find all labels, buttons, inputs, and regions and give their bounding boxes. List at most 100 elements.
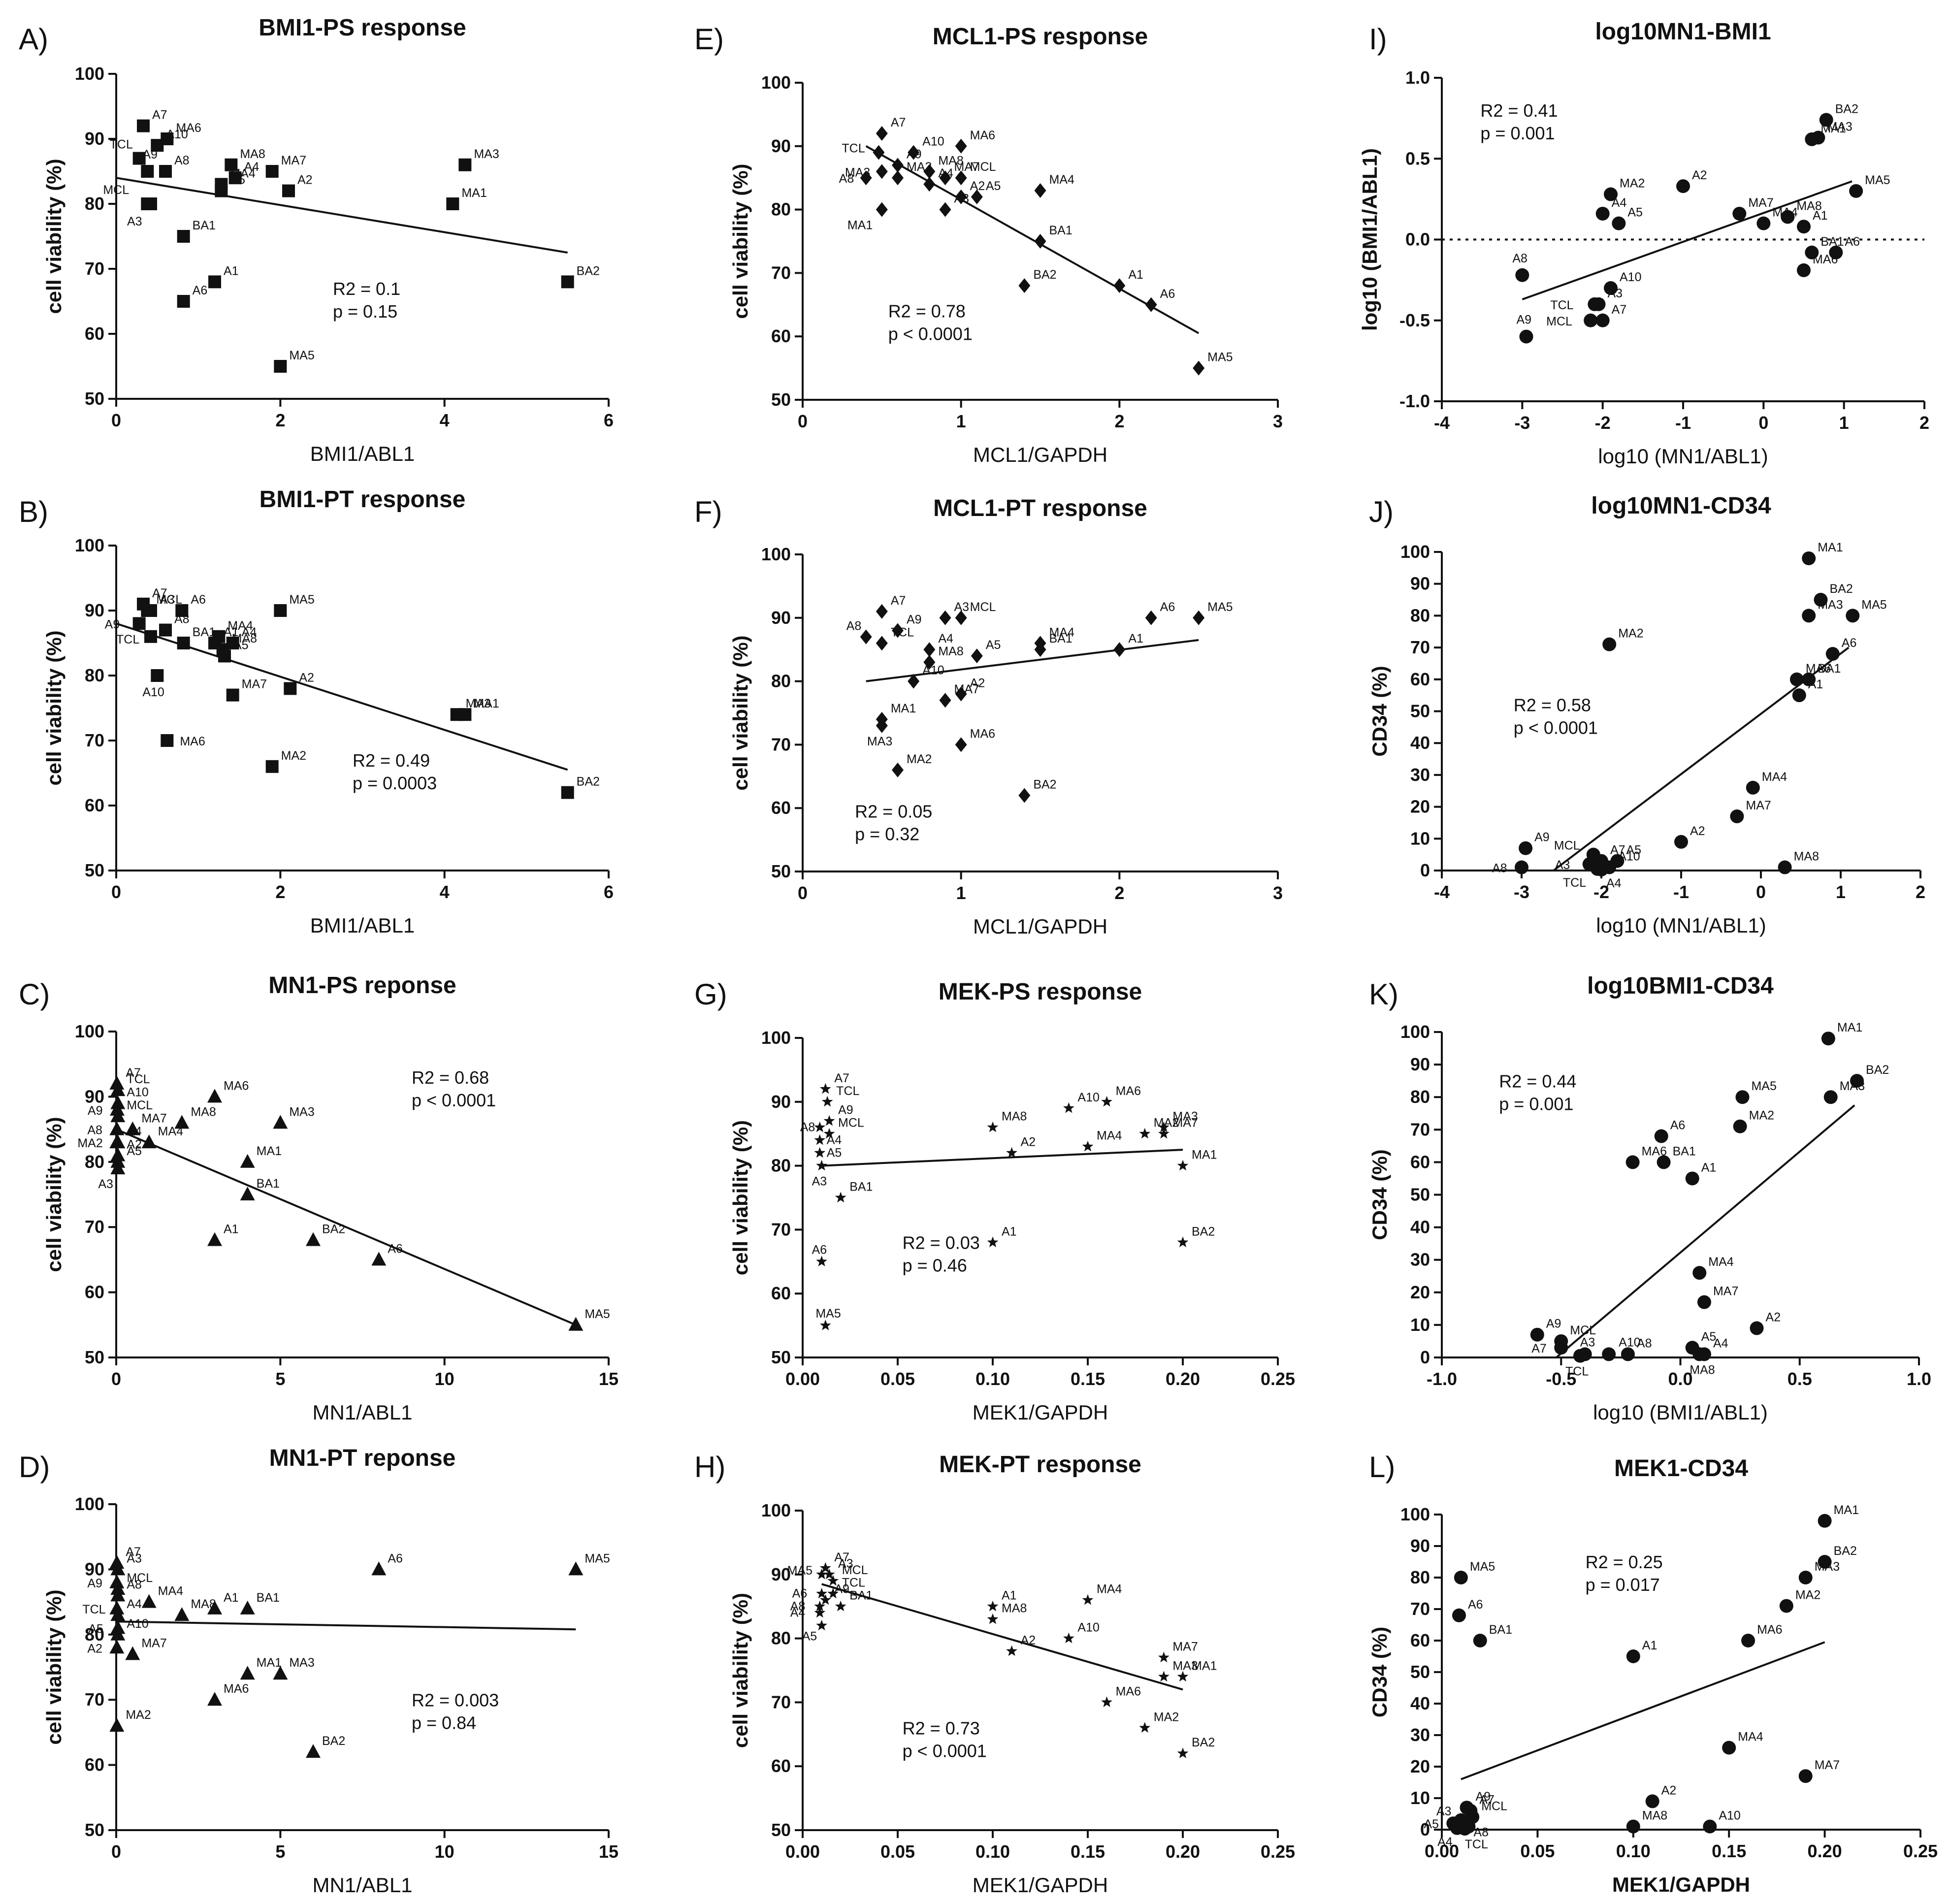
point-label: A7	[152, 108, 167, 122]
data-point	[1789, 672, 1804, 686]
point-label: A6	[388, 1242, 403, 1256]
point-label: MA7	[1815, 1758, 1840, 1772]
data-point	[814, 1607, 826, 1618]
point-label: A2	[87, 1642, 102, 1655]
x-tick-label: 0.25	[1261, 1841, 1295, 1862]
point-label: A10	[127, 1086, 148, 1099]
data-point	[240, 1666, 255, 1680]
point-label: A1	[1642, 1639, 1658, 1652]
x-tick-label: 0.00	[785, 1841, 820, 1862]
point-label: MA5	[1207, 351, 1233, 364]
data-point	[141, 165, 154, 178]
data-point	[876, 604, 888, 619]
data-point	[1063, 1632, 1074, 1644]
point-label: BA1	[1673, 1144, 1696, 1158]
x-tick-label: 5	[275, 1841, 285, 1862]
data-point	[1177, 1236, 1189, 1248]
point-label: A2	[970, 179, 985, 193]
chart-title: log10MN1-BMI1	[1595, 19, 1771, 45]
y-tick-label: -1.0	[1399, 391, 1430, 411]
point-label: A10	[166, 128, 188, 141]
data-point	[1604, 187, 1618, 201]
data-point	[215, 184, 228, 197]
panel-g: G) MEK-PS response 50 60 70 80 90 100 0.00 0.05 0.…	[694, 978, 1295, 1424]
point-label: A4	[1437, 1835, 1453, 1849]
point-label: MA4	[1097, 1129, 1122, 1143]
data-point	[987, 1121, 999, 1132]
point-label: A7	[834, 1071, 849, 1085]
y-tick-label: 100	[75, 64, 104, 84]
data-point	[141, 1134, 157, 1149]
point-label: A1	[1701, 1161, 1717, 1174]
data-point	[1530, 1327, 1544, 1342]
point-label: A6	[1670, 1119, 1686, 1132]
point-label: BA1	[257, 1177, 280, 1191]
y-tick-label: 100	[761, 1500, 791, 1520]
point-label: A7	[152, 586, 167, 600]
point-label: MA3	[867, 735, 892, 748]
y-tick-label: 100	[75, 1494, 104, 1514]
panel-letter: I)	[1369, 23, 1387, 56]
point-label: A6	[191, 593, 206, 607]
data-point	[110, 1154, 126, 1168]
data-point	[816, 1619, 827, 1631]
data-point	[1595, 313, 1610, 327]
x-tick-label: 4	[440, 882, 450, 902]
point-label: MA6	[1116, 1084, 1141, 1098]
data-point	[1797, 220, 1811, 234]
y-tick-label: 70	[1410, 1599, 1430, 1619]
x-tick-label: 0.05	[1520, 1841, 1555, 1861]
point-label: A10	[922, 664, 944, 678]
data-point	[1805, 245, 1819, 259]
panel-letter: C)	[19, 978, 50, 1011]
data-point	[109, 1640, 125, 1654]
point-label: MA1	[474, 697, 499, 710]
data-point	[177, 637, 190, 649]
data-point	[1692, 1266, 1707, 1280]
point-label: MA6	[970, 129, 995, 142]
y-axis-title: CD34 (%)	[1368, 1149, 1391, 1240]
data-point	[1139, 1128, 1151, 1139]
y-tick-label: 40	[1410, 1693, 1430, 1713]
x-tick-label: 0	[111, 1841, 121, 1862]
data-point	[987, 1613, 999, 1624]
point-label: MA4	[1049, 625, 1075, 639]
chart-title: log10MN1-CD34	[1591, 493, 1771, 519]
point-label: MA8	[938, 154, 963, 167]
data-point	[1722, 1741, 1736, 1755]
data-point	[1101, 1696, 1112, 1708]
point-label: A9	[907, 613, 922, 627]
regression-line	[821, 1149, 1183, 1167]
point-label: A1	[1808, 678, 1823, 691]
point-label: A2	[297, 173, 313, 187]
data-point	[876, 164, 888, 179]
data-point	[955, 189, 967, 204]
point-label: MA6	[224, 1682, 249, 1696]
data-point	[1756, 216, 1771, 230]
data-point	[1829, 245, 1843, 259]
y-axis-title: cell viability (%)	[729, 163, 752, 319]
x-tick-label: 15	[599, 1841, 618, 1862]
data-point	[892, 762, 904, 777]
data-point	[1082, 1594, 1094, 1605]
p-value-annotation: p = 0.017	[1586, 1575, 1660, 1595]
x-axis-title: BMI1/ABL1	[310, 442, 415, 465]
data-point	[1821, 1032, 1835, 1046]
point-label: MA2	[907, 160, 932, 174]
data-point	[1676, 179, 1690, 194]
point-label: MA1	[461, 186, 487, 200]
point-label: MA4	[1708, 1255, 1734, 1269]
point-label: A4	[790, 1606, 806, 1620]
data-point	[1006, 1147, 1017, 1158]
point-label: BA1	[257, 1591, 280, 1605]
data-point	[1741, 1634, 1755, 1647]
point-label: MA1	[1192, 1659, 1217, 1673]
data-point	[1778, 860, 1792, 874]
panel-j: J) log10MN1-CD340102030405060708090100-4-…	[1368, 493, 1925, 937]
x-tick-label: -4	[1434, 413, 1450, 433]
regression-line	[1461, 1641, 1825, 1780]
point-label: A5	[986, 638, 1001, 652]
data-point	[110, 1101, 125, 1116]
point-label: A10	[1619, 1335, 1640, 1349]
data-point	[274, 360, 287, 373]
